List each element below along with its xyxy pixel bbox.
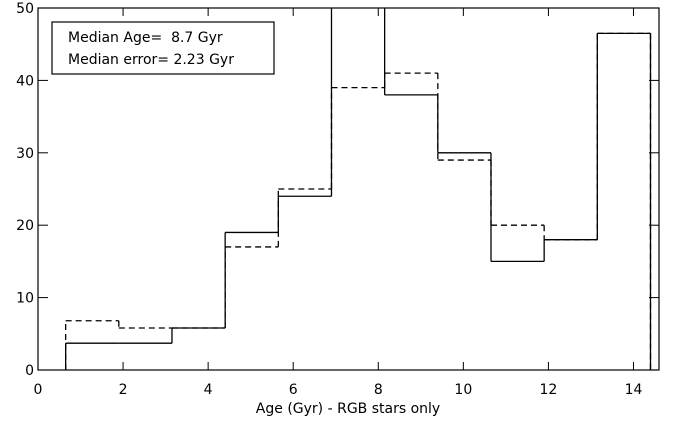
- annotation-box: [51, 21, 275, 75]
- plot-area: [64, 8, 652, 370]
- x-tick-label: 14: [625, 382, 643, 398]
- plot-frame: [37, 7, 660, 371]
- x-tick-label: 12: [539, 382, 557, 398]
- x-tick-label: 8: [374, 382, 383, 398]
- x-tick-label: 4: [204, 382, 213, 398]
- y-tick-label: 10: [16, 291, 34, 307]
- annotation: Median Age= 8.7 Gyr: [68, 30, 223, 46]
- annotation: Median error= 2.23 Gyr: [68, 52, 234, 68]
- y-tick-label: 30: [16, 146, 34, 162]
- y-tick-label: 0: [25, 363, 34, 379]
- x-tick-label: 2: [119, 382, 128, 398]
- x-tick-label: 6: [289, 382, 298, 398]
- x-tick-label: 10: [454, 382, 472, 398]
- x-axis-label: Age (Gyr) - RGB stars only: [256, 401, 440, 417]
- y-tick-label: 20: [16, 218, 34, 234]
- y-tick-label: 40: [16, 73, 34, 89]
- y-tick-label: 50: [16, 1, 34, 17]
- x-tick-label: 0: [34, 382, 43, 398]
